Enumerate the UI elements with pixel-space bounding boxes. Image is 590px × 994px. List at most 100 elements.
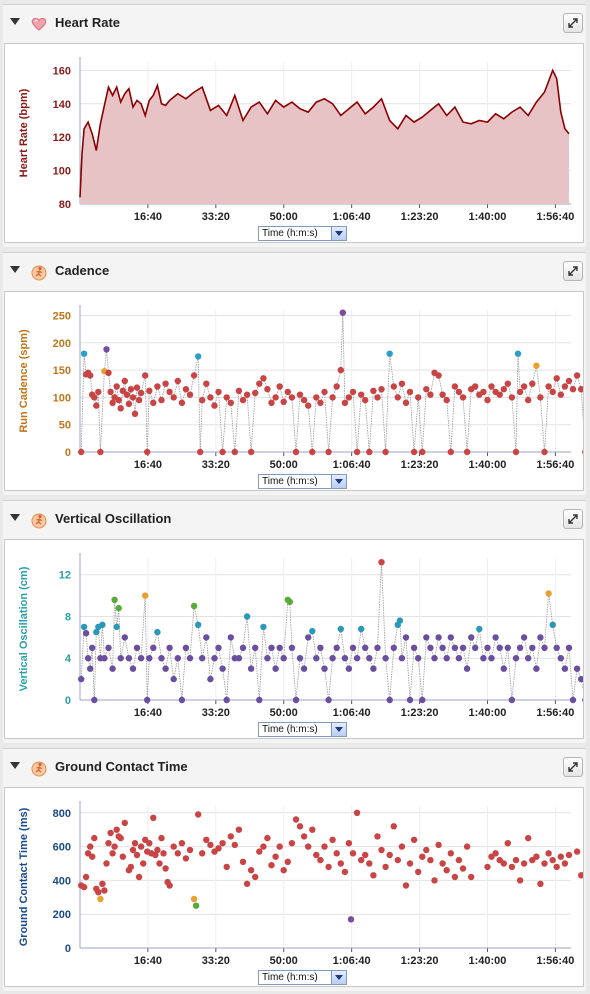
data-point: [296, 823, 304, 830]
data-point: [578, 675, 583, 683]
connector-line: [80, 626, 85, 680]
connector-line: [136, 647, 142, 659]
data-point: [288, 394, 296, 401]
connector-line: [430, 647, 435, 659]
data-point: [447, 634, 454, 641]
collapse-icon[interactable]: [10, 18, 20, 25]
data-point: [325, 448, 332, 456]
connector-line: [401, 637, 407, 659]
data-point: [582, 449, 583, 455]
x-tick-label: 50:00: [270, 955, 298, 967]
dropdown-arrow-icon[interactable]: [331, 475, 346, 488]
data-point: [419, 696, 426, 704]
connector-line: [352, 391, 358, 453]
connector-line: [580, 389, 583, 423]
data-point: [84, 655, 92, 662]
heart-rate-chart: 80 100 120 140 160 16:40 33:20 50:00 1:06:40 1:23…: [4, 43, 584, 243]
collapse-icon[interactable]: [10, 762, 20, 769]
data-point: [195, 353, 202, 360]
connector-line: [393, 624, 399, 648]
connector-line: [332, 647, 338, 659]
data-point: [366, 448, 373, 456]
x-tick-label: 1:06:40: [333, 707, 371, 719]
data-point: [565, 377, 573, 385]
data-point: [170, 675, 177, 683]
expand-button[interactable]: [563, 13, 583, 33]
data-point: [276, 644, 283, 651]
time-axis-select[interactable]: Time (h:m:s): [258, 474, 347, 489]
connector-line: [332, 386, 338, 398]
connector-line: [478, 628, 484, 659]
data-point: [260, 843, 267, 850]
data-point: [280, 655, 287, 662]
data-point: [305, 402, 312, 409]
data-point: [268, 644, 275, 651]
collapse-icon[interactable]: [10, 266, 20, 273]
data-point: [146, 840, 153, 847]
data-point: [146, 655, 153, 662]
data-point: [333, 644, 340, 651]
time-axis-select[interactable]: Time (h:m:s): [258, 970, 347, 985]
data-point: [211, 402, 218, 409]
connector-line: [275, 647, 281, 669]
data-point: [333, 383, 340, 390]
data-point: [264, 386, 271, 393]
collapse-icon[interactable]: [10, 514, 20, 521]
data-point: [87, 665, 94, 672]
connector-line: [100, 624, 103, 659]
time-axis-select[interactable]: Time (h:m:s): [258, 226, 347, 241]
data-point: [260, 623, 267, 631]
data-point: [317, 856, 324, 864]
connector-line: [401, 383, 407, 403]
expand-button[interactable]: [563, 261, 583, 281]
connector-line: [275, 386, 281, 398]
data-point: [341, 655, 349, 662]
connector-line: [291, 647, 297, 701]
data-point: [113, 383, 120, 390]
data-point: [496, 391, 503, 398]
x-tick-label: 33:20: [202, 707, 230, 719]
data-point: [374, 644, 381, 651]
data-point: [152, 851, 159, 859]
data-point: [353, 655, 361, 662]
y-axis-label: Run Cadence (spm): [18, 329, 30, 433]
data-point: [144, 448, 151, 456]
data-point: [288, 840, 296, 847]
data-point: [370, 665, 377, 672]
data-point: [321, 665, 328, 672]
dropdown-arrow-icon[interactable]: [331, 227, 346, 240]
time-axis-select[interactable]: Time (h:m:s): [258, 722, 347, 737]
connector-line: [499, 647, 505, 669]
data-point: [410, 448, 418, 456]
data-point: [239, 396, 247, 404]
data-point: [276, 843, 283, 850]
data-point: [111, 596, 118, 603]
data-point: [415, 655, 422, 662]
data-point: [166, 644, 173, 651]
connector-line: [120, 637, 126, 659]
data-point: [447, 850, 454, 857]
data-point: [292, 448, 300, 456]
connector-line: [409, 391, 415, 453]
data-point: [107, 388, 114, 396]
data-point: [243, 880, 251, 887]
data-point: [553, 375, 560, 382]
heart-icon: [31, 17, 47, 31]
data-point: [131, 410, 139, 417]
dropdown-arrow-icon[interactable]: [331, 971, 346, 984]
expand-button[interactable]: [563, 757, 583, 777]
connector-line: [385, 353, 391, 453]
connector-line: [466, 389, 472, 453]
data-point: [109, 399, 116, 406]
connector-line: [544, 593, 549, 648]
connector-line: [185, 647, 191, 659]
data-point: [133, 851, 141, 859]
dropdown-arrow-icon[interactable]: [331, 723, 346, 736]
connector-line: [165, 647, 170, 669]
expand-button[interactable]: [563, 509, 583, 529]
data-point: [439, 391, 446, 398]
data-point: [427, 856, 434, 864]
data-point: [480, 655, 487, 662]
data-point: [247, 665, 255, 672]
connector-line: [531, 647, 537, 669]
